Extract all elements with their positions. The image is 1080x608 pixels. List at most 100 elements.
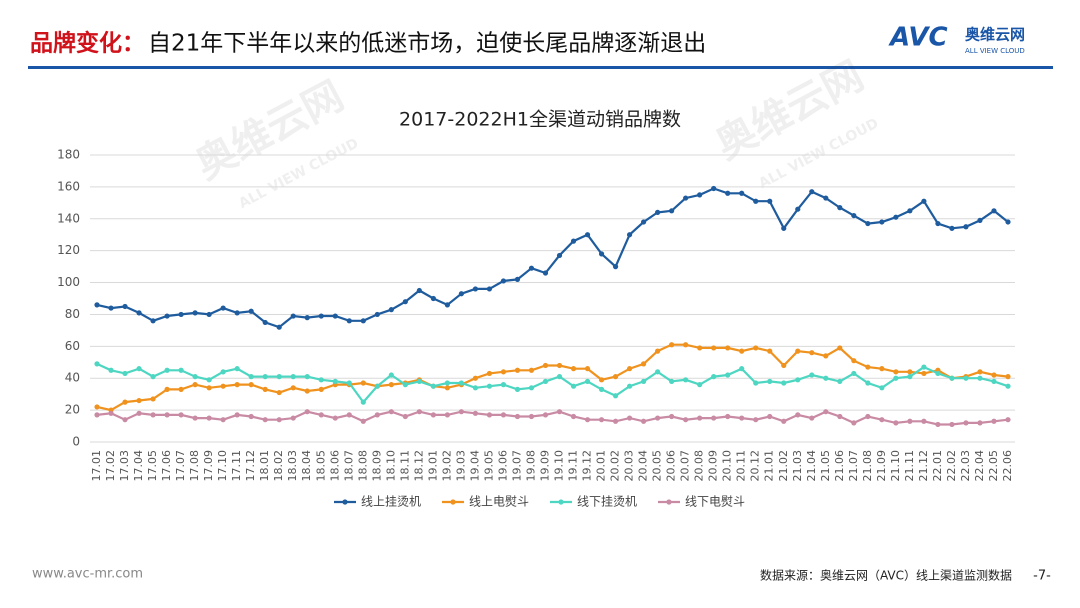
- point: [178, 386, 184, 392]
- point: [514, 413, 521, 420]
- point: [486, 383, 493, 389]
- point: [725, 345, 731, 351]
- point: [865, 413, 871, 420]
- x-tick-label: 20.07: [679, 450, 692, 482]
- x-tick-label: 17.11: [230, 450, 243, 482]
- point: [108, 305, 114, 311]
- point: [795, 206, 801, 212]
- point: [725, 413, 731, 420]
- point: [514, 386, 521, 392]
- point: [570, 413, 577, 420]
- point: [108, 410, 114, 416]
- point: [122, 417, 128, 423]
- point: [346, 412, 352, 418]
- point: [907, 418, 913, 424]
- point: [612, 393, 619, 399]
- x-tick-label: 19.01: [426, 450, 439, 482]
- point: [739, 366, 745, 372]
- point: [963, 375, 969, 381]
- point: [598, 377, 605, 383]
- point: [963, 420, 969, 426]
- point: [374, 412, 380, 418]
- point: [837, 413, 843, 420]
- point: [640, 219, 647, 225]
- point: [430, 383, 436, 389]
- point: [304, 409, 310, 415]
- point: [136, 310, 142, 316]
- point: [725, 372, 731, 378]
- point: [921, 364, 927, 370]
- point: [809, 372, 815, 378]
- point: [234, 310, 240, 316]
- x-tick-label: 17.01: [90, 450, 103, 482]
- point: [304, 374, 310, 380]
- point: [612, 418, 619, 424]
- point: [430, 412, 436, 418]
- point: [767, 348, 773, 354]
- point: [795, 412, 801, 418]
- point: [725, 190, 731, 196]
- point: [472, 410, 479, 416]
- point: [767, 198, 773, 204]
- point: [893, 369, 899, 375]
- point: [178, 412, 184, 418]
- point: [640, 361, 647, 367]
- x-tick-label: 21.03: [791, 450, 804, 482]
- point: [1005, 383, 1011, 389]
- point: [430, 295, 436, 302]
- point: [94, 302, 100, 308]
- point: [332, 415, 338, 421]
- point: [388, 382, 394, 388]
- chart-title: 2017-2022H1全渠道动销品牌数: [399, 109, 681, 131]
- x-tick-label: 22.01: [931, 450, 944, 482]
- point: [584, 366, 591, 372]
- x-tick-label: 19.08: [524, 450, 537, 482]
- point: [444, 412, 450, 418]
- point: [542, 362, 549, 369]
- point: [598, 251, 605, 257]
- point: [514, 367, 521, 373]
- point: [360, 380, 366, 386]
- point: [781, 362, 787, 369]
- point: [388, 307, 394, 313]
- point: [290, 374, 296, 380]
- point: [206, 385, 212, 391]
- point: [528, 265, 535, 271]
- y-tick-label: 60: [65, 339, 80, 353]
- point: [234, 382, 240, 388]
- watermarks: 奥维云网 ALL VIEW CLOUD 奥维云网 ALL VIEW CLOUD: [188, 53, 881, 212]
- x-tick-label: 19.02: [440, 450, 453, 482]
- y-tick-label: 40: [65, 371, 80, 385]
- x-tick-label: 17.02: [104, 450, 117, 482]
- x-tick-label: 18.07: [342, 450, 355, 482]
- x-tick-label: 22.05: [987, 450, 1000, 482]
- point: [626, 366, 633, 372]
- x-tick-label: 18.03: [286, 450, 299, 482]
- logo-name: 奥维云网: [965, 26, 1025, 44]
- point: [655, 369, 661, 375]
- point: [458, 291, 465, 297]
- point: [584, 417, 591, 423]
- point: [318, 313, 324, 319]
- x-tick-label: 22.03: [959, 450, 972, 482]
- y-tick-label: 20: [65, 403, 80, 417]
- point: [388, 409, 394, 415]
- legend-swatch: [342, 499, 348, 505]
- point: [542, 378, 549, 385]
- point: [276, 374, 282, 380]
- point: [416, 409, 422, 415]
- point: [444, 385, 450, 391]
- legend-swatch: [666, 499, 672, 505]
- point: [178, 311, 184, 318]
- point: [360, 418, 366, 424]
- series-line: [96, 187, 1009, 329]
- series-line: [96, 343, 1009, 412]
- point: [935, 370, 941, 377]
- point: [570, 238, 577, 244]
- title-prefix: 品牌变化：: [30, 30, 145, 57]
- point: [192, 382, 198, 388]
- point: [220, 417, 226, 423]
- point: [248, 374, 254, 380]
- point: [346, 380, 352, 386]
- x-tick-label: 17.08: [188, 450, 201, 482]
